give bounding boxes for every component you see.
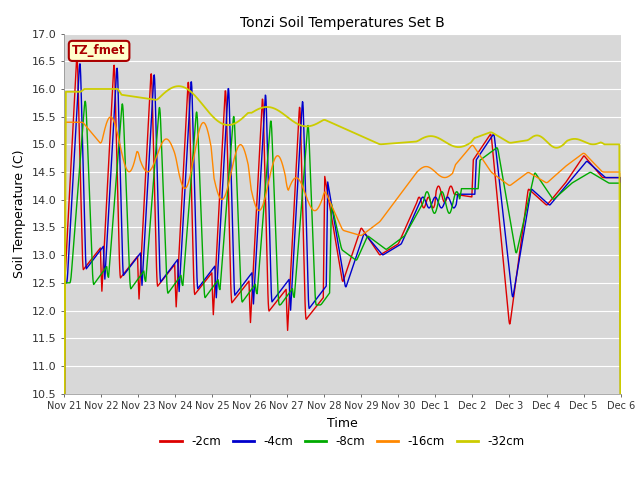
Legend: -2cm, -4cm, -8cm, -16cm, -32cm: -2cm, -4cm, -8cm, -16cm, -32cm [156, 430, 529, 453]
X-axis label: Time: Time [327, 417, 358, 430]
Title: Tonzi Soil Temperatures Set B: Tonzi Soil Temperatures Set B [240, 16, 445, 30]
Y-axis label: Soil Temperature (C): Soil Temperature (C) [13, 149, 26, 278]
Text: TZ_fmet: TZ_fmet [72, 44, 126, 58]
